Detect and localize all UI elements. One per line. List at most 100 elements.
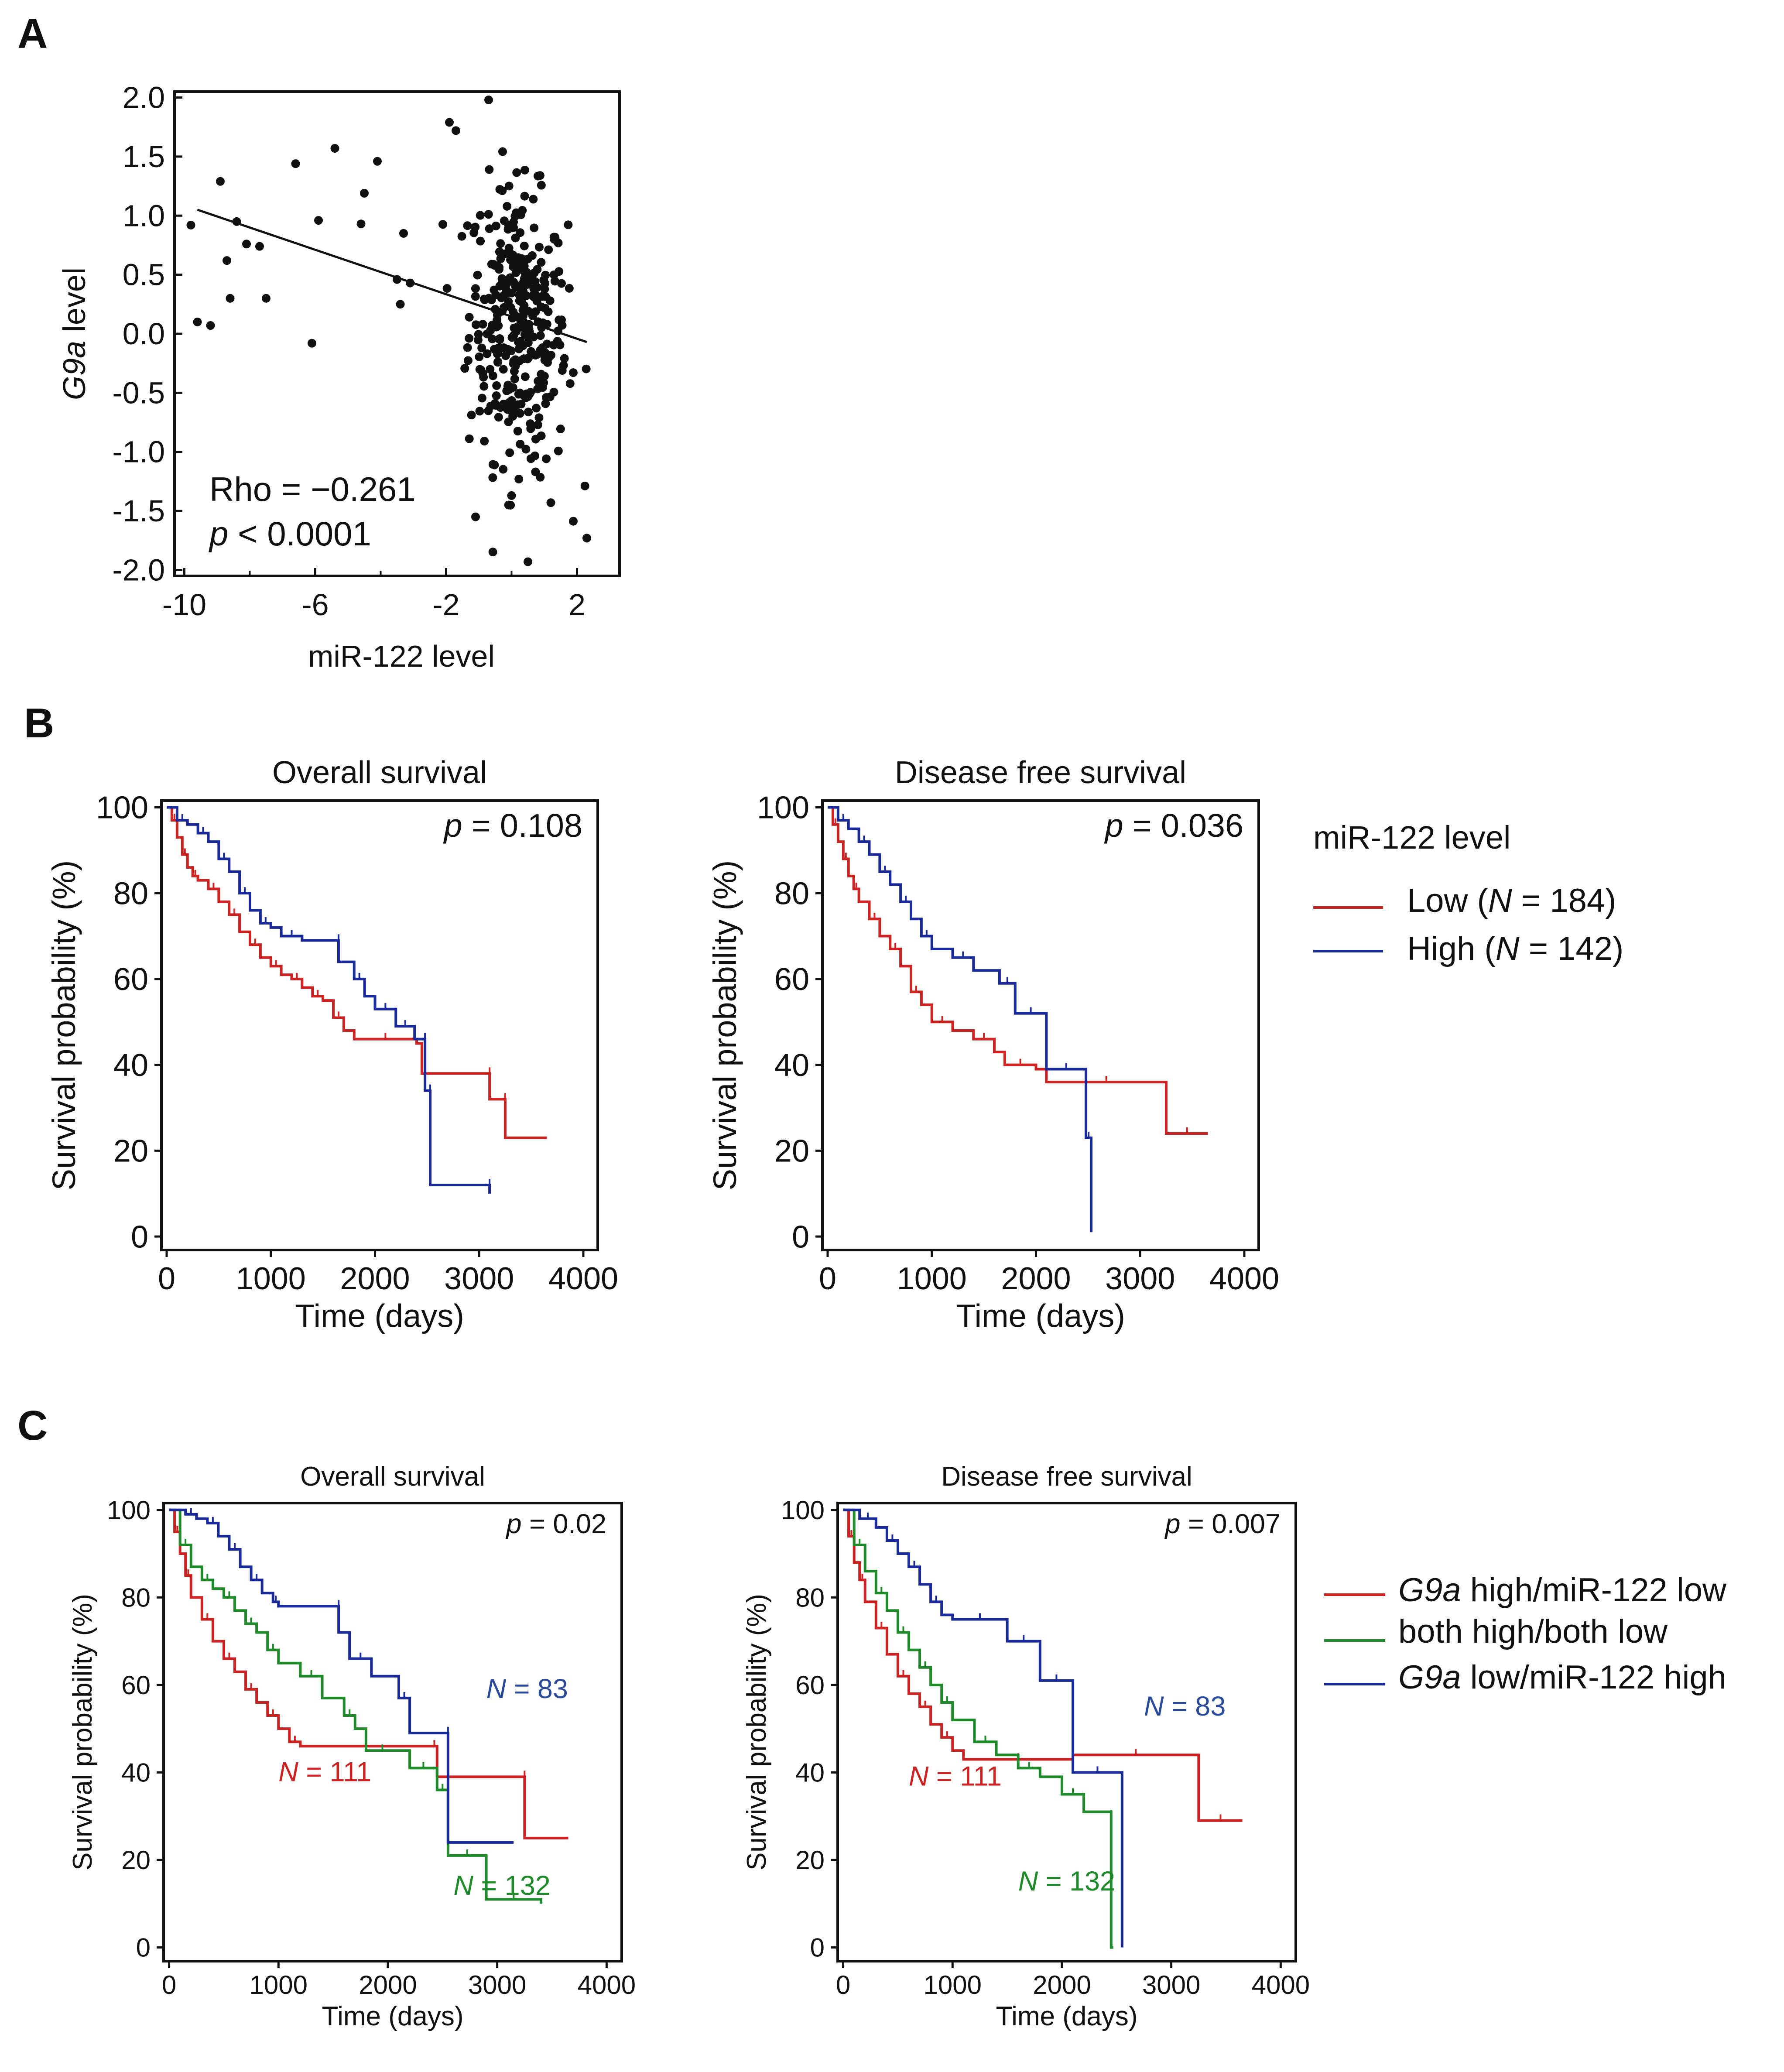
scatter-point	[534, 243, 544, 252]
scatter-point	[477, 394, 486, 403]
scatter-point	[498, 147, 507, 156]
scatter-point	[476, 236, 485, 246]
scatter-point	[488, 473, 497, 482]
x-tick-label: 4000	[578, 1970, 636, 2000]
y-tick-label: 40	[795, 1758, 825, 1787]
regression-line	[197, 209, 587, 343]
scatter-point	[565, 284, 574, 293]
scatter-point	[564, 220, 573, 229]
scatter-point	[559, 361, 568, 370]
scatter-point	[216, 177, 225, 186]
scatter-point	[445, 118, 454, 127]
scatter-point	[442, 284, 452, 293]
pvalue-annotation: p < 0.0001	[209, 514, 371, 553]
scatter-point	[517, 400, 526, 409]
x-tick-label: 3000	[1105, 1261, 1175, 1296]
scatter-point	[537, 370, 546, 379]
chart-title: Disease free survival	[941, 1462, 1192, 1492]
chart-title: Overall survival	[272, 755, 487, 790]
scatter-point	[465, 313, 474, 322]
scatter-point	[539, 275, 548, 284]
survival-curve	[169, 1508, 542, 1904]
x-axis-label: Time (days)	[956, 1298, 1125, 1334]
n-symbol: N	[1018, 1866, 1038, 1897]
series-n-label: N = 83	[1144, 1691, 1226, 1722]
scatter-point	[488, 548, 497, 557]
x-tick-label: 2000	[1033, 1970, 1091, 2000]
scatter-point	[580, 481, 589, 490]
scatter-point	[226, 294, 235, 303]
n-value: = 111	[929, 1761, 1002, 1791]
scatter-point	[356, 219, 366, 229]
scatter-point	[504, 297, 513, 306]
scatter-point	[535, 171, 544, 180]
p-value: p = 0.007	[1164, 1509, 1281, 1539]
scatter-point	[471, 223, 480, 232]
scatter-point	[524, 557, 532, 566]
scatter-point	[492, 401, 501, 410]
scatter-point	[521, 445, 531, 454]
plot-frame	[162, 1502, 623, 1962]
scatter-point	[514, 390, 523, 399]
scatter-point	[486, 365, 495, 374]
scatter-point	[526, 454, 535, 463]
scatter-point	[314, 216, 323, 225]
scatter-point	[480, 437, 489, 446]
scatter-point	[504, 220, 513, 229]
n-value: = 83	[1164, 1691, 1226, 1722]
scatter-point	[557, 279, 566, 288]
scatter-point	[519, 278, 528, 287]
x-tick-label: 4000	[548, 1261, 618, 1296]
chart-title: Disease free survival	[895, 755, 1186, 790]
scatter-point	[484, 95, 493, 104]
x-tick-label: 1000	[250, 1970, 308, 2000]
series-n-label: N = 83	[486, 1674, 568, 1704]
legend-b-low-label: Low (N = 184)	[1407, 882, 1616, 919]
survival-curve	[843, 1508, 1123, 1948]
legend-c-blue-label: G9a low/miR-122 high	[1398, 1659, 1726, 1696]
y-tick-label: 100	[107, 1496, 151, 1525]
scatter-point	[396, 300, 405, 309]
y-tick-label: 60	[113, 962, 148, 997]
y-tick-label: -0.5	[112, 376, 165, 410]
y-tick-label: 1.5	[123, 140, 165, 174]
scatter-point	[492, 391, 501, 401]
x-tick-label: -2	[432, 588, 459, 622]
survival-curve	[828, 806, 1208, 1135]
y-tick-label: 0	[792, 1219, 809, 1254]
y-axis-label: Survival probability (%)	[707, 860, 743, 1191]
x-axis-label: Time (days)	[996, 2001, 1138, 2031]
scatter-point	[515, 356, 524, 366]
scatter-point	[399, 229, 408, 238]
y-axis-label: Survival probability (%)	[46, 860, 82, 1191]
plot-frame	[836, 1502, 1297, 1962]
scatter-point	[255, 242, 264, 251]
scatter-point	[483, 349, 492, 358]
x-tick-label: 0	[158, 1261, 175, 1296]
scatter-point	[206, 321, 215, 330]
p-value-text: = 0.036	[1123, 808, 1243, 844]
x-tick-label: -6	[301, 588, 329, 622]
scatter-point	[478, 369, 487, 378]
scatter-y-label: G9a level	[57, 267, 92, 400]
x-tick-label: 0	[836, 1970, 850, 2000]
y-tick-label: 0	[136, 1933, 151, 1962]
scatter-point	[520, 165, 529, 175]
y-tick-label: -1.5	[112, 494, 165, 528]
scatter-point	[507, 255, 516, 264]
scatter-chart: 2.0 1.5 1.0 0.5 0.0 -0.5 -1.0 -1.5 -2.0 -10 -6 -2 2…	[57, 81, 621, 673]
scatter-point	[529, 195, 538, 204]
scatter-point	[491, 221, 500, 230]
y-tick-label: 40	[121, 1758, 151, 1787]
n-value: = 132	[1038, 1866, 1115, 1897]
scatter-point	[549, 233, 558, 242]
scatter-point	[513, 323, 522, 332]
scatter-point	[186, 220, 195, 229]
scatter-point	[373, 157, 382, 166]
n-value: = 111	[298, 1757, 372, 1787]
y-tick-label: 20	[774, 1134, 809, 1169]
y-tick-label: 20	[121, 1846, 151, 1875]
y-tick-label: 40	[774, 1048, 809, 1083]
scatter-point	[582, 364, 591, 373]
n-symbol: N	[909, 1761, 929, 1791]
